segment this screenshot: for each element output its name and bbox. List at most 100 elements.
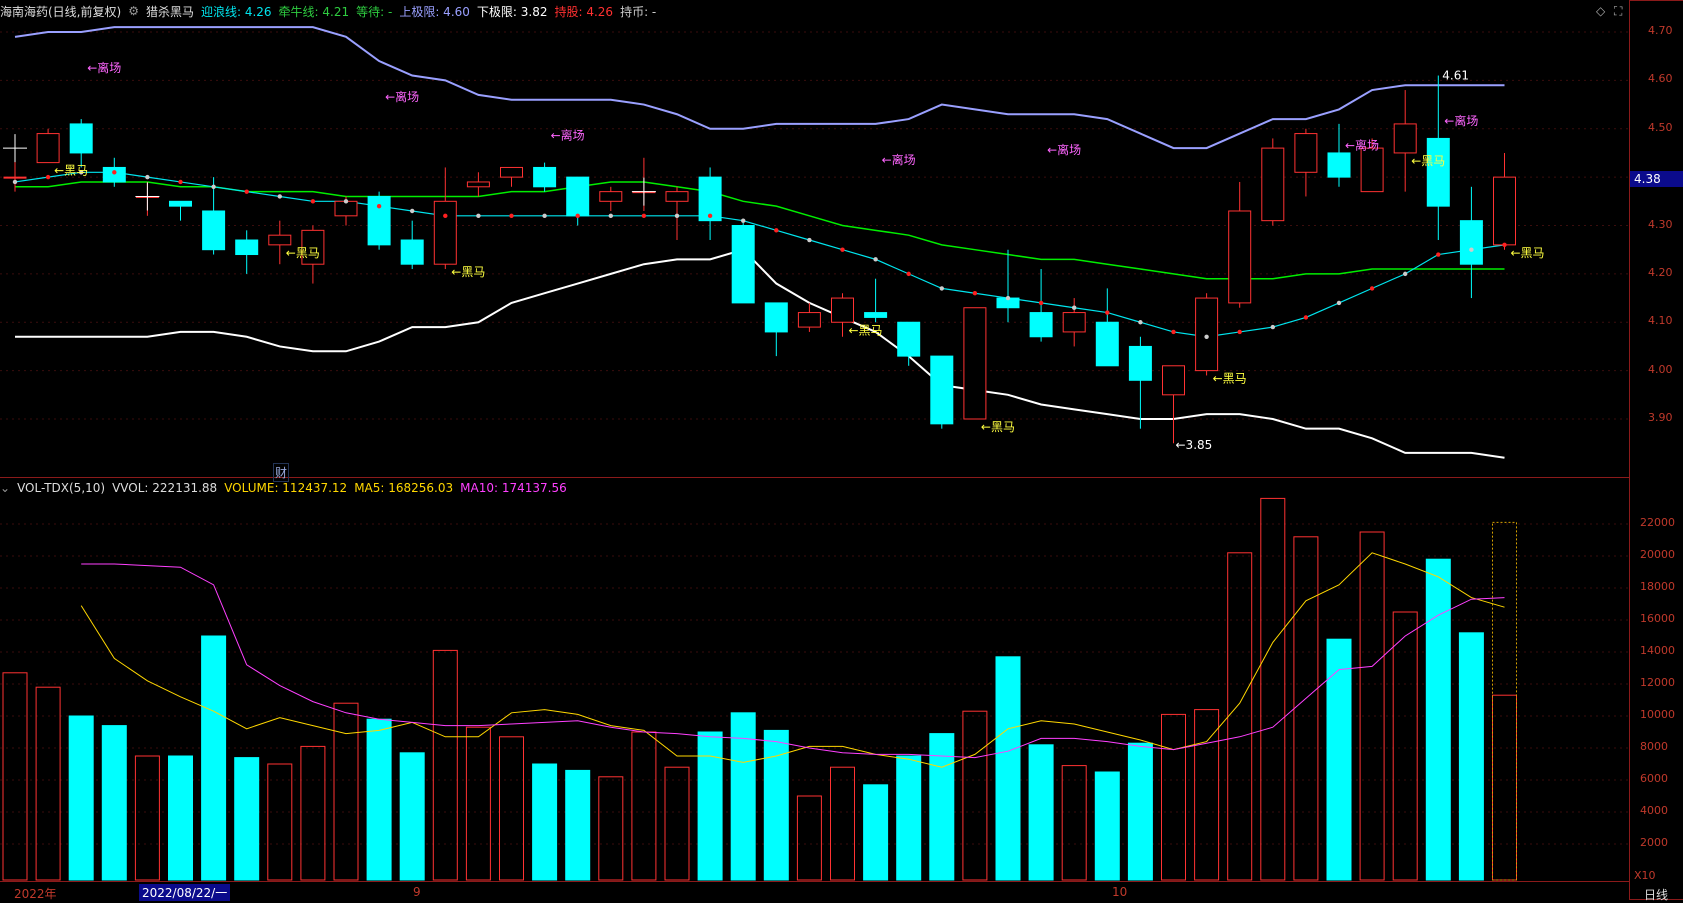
indicator-menu-icon[interactable]: ⚙ xyxy=(128,4,139,18)
volume-bar xyxy=(267,763,293,881)
period-label[interactable]: 日线 xyxy=(1644,888,1669,902)
cyan-line-dot xyxy=(1105,310,1110,315)
volume-bar xyxy=(830,766,855,881)
black-horse-signal: ←黑马 xyxy=(1511,246,1545,260)
volume-bar xyxy=(1492,694,1517,881)
cyan-line-dot xyxy=(1237,329,1242,335)
expand-icon[interactable]: ⛶ xyxy=(1614,4,1623,18)
candle-down xyxy=(367,195,391,246)
exit-signal: ←离场 xyxy=(1444,113,1478,128)
cyan-line-dot xyxy=(1336,300,1342,306)
candle-up xyxy=(1393,123,1417,154)
cyan-line-dot xyxy=(1171,329,1176,335)
volume-bar xyxy=(1392,611,1418,881)
volume-tick-2: 18000 xyxy=(1640,580,1675,593)
volume-bar xyxy=(962,710,988,881)
candle-down xyxy=(69,123,93,154)
x-label-oct: 10 xyxy=(1112,885,1128,899)
candle-up xyxy=(36,133,60,164)
volume-bar xyxy=(1359,531,1385,881)
cyan-line-dot xyxy=(674,213,680,219)
candle-down xyxy=(1128,345,1152,381)
volume-indicator-name[interactable]: VOL-TDX(5,10) xyxy=(17,481,106,495)
cyan-line-dot xyxy=(112,170,117,175)
exit-signal: ←离场 xyxy=(551,128,585,143)
indicator-value-0: 迎浪线: 4.26 xyxy=(200,4,272,19)
black-horse-signal: ←黑马 xyxy=(849,323,883,337)
candle-up xyxy=(665,191,689,202)
candle-up xyxy=(797,312,821,328)
indicator-value-4: 下极限: 3.82 xyxy=(476,4,548,19)
volume-value-0: VVOL: 222131.88 xyxy=(112,481,218,495)
exit-signal: ←离场 xyxy=(385,89,419,104)
lower-band-line xyxy=(15,248,1505,459)
volume-tick-9: 4000 xyxy=(1640,804,1668,817)
price-tick-6: 4.10 xyxy=(1648,314,1673,328)
candle-down xyxy=(731,225,755,304)
volume-bar xyxy=(631,731,657,881)
volume-tick-7: 8000 xyxy=(1640,740,1668,753)
cyan-line-dot xyxy=(1469,247,1474,252)
cyan-line-dot xyxy=(343,199,349,204)
cyan-line-dot xyxy=(939,286,944,291)
price-axis-frame xyxy=(1629,0,1683,900)
volume-bar xyxy=(1161,713,1186,881)
indicator-value-5: 持股: 4.26 xyxy=(554,4,614,19)
black-horse-signal: ←黑马 xyxy=(451,265,485,279)
cyan-line-dot xyxy=(906,271,911,277)
volume-tick-6: 10000 xyxy=(1640,708,1675,721)
black-horse-signal: ←黑马 xyxy=(54,164,88,178)
high-price-label: 4.61 xyxy=(1442,69,1469,83)
cyan-line-dot xyxy=(641,213,647,219)
stock-name[interactable]: 海南海药(日线,前复权) xyxy=(0,4,122,19)
volume-value-2: MA5: 168256.03 xyxy=(354,481,454,495)
cyan-line-dot xyxy=(376,203,382,209)
volume-bar xyxy=(465,726,491,881)
volume-bar xyxy=(333,702,359,881)
volume-bar xyxy=(929,733,955,881)
cyan-line-dot xyxy=(1005,295,1011,301)
volume-ma5-line xyxy=(80,552,1505,768)
cyan-line-dot xyxy=(1270,324,1276,330)
volume-bar xyxy=(1425,558,1451,881)
volume-tick-5: 12000 xyxy=(1640,676,1675,689)
cyan-line-dot xyxy=(410,208,415,214)
cyan-line-dot xyxy=(741,218,746,223)
collapse-icon[interactable]: ⌄ xyxy=(0,481,11,495)
chart-canvas[interactable]: ←黑马 ←黑马 ←黑马 ←黑马 ←黑马 ←黑马 ←黑马 ←黑马 ←离场 ←离场 ←离场 ←离场 ←离场 ←… xyxy=(0,0,1629,882)
cyan-line-dot xyxy=(707,213,713,219)
cyan-line-dot xyxy=(45,174,51,180)
volume-bar xyxy=(1061,765,1087,881)
cyan-line-dot xyxy=(244,189,249,194)
diamond-icon[interactable]: ◇ xyxy=(1596,4,1606,18)
indicator-name[interactable]: 猎杀黑马 xyxy=(145,4,194,19)
finance-mark[interactable]: 财 xyxy=(273,463,290,482)
cyan-line-dot xyxy=(79,170,84,175)
volume-bar xyxy=(1458,632,1484,881)
volume-bar xyxy=(499,736,524,881)
exit-signal: ←离场 xyxy=(882,152,916,167)
candle-up xyxy=(301,229,325,265)
price-tick-5: 4.20 xyxy=(1648,265,1673,279)
volume-bar xyxy=(201,635,227,881)
volume-bar xyxy=(995,656,1021,881)
volume-bar xyxy=(134,755,160,881)
candle-up xyxy=(1162,365,1185,396)
volume-tick-3: 16000 xyxy=(1640,612,1675,625)
indicator-value-1: 牵牛线: 4.21 xyxy=(278,4,350,19)
volume-bar xyxy=(763,729,789,881)
cyan-line-dot xyxy=(509,213,514,219)
volume-bar xyxy=(1260,497,1286,881)
volume-chart-header: ⌄ VOL-TDX(5,10) VVOL: 222131.88 VOLUME: 1… xyxy=(0,477,581,499)
price-tick-2: 4.50 xyxy=(1648,120,1673,134)
volume-value-3: MA10: 174137.56 xyxy=(460,481,567,495)
candle-up xyxy=(1195,297,1219,372)
indicator-value-6: 持币: - xyxy=(620,4,657,19)
cyan-line-dot xyxy=(310,199,316,204)
volume-bar xyxy=(2,672,28,881)
volume-tick-1: 20000 xyxy=(1640,548,1675,561)
multiplier-label: X10 xyxy=(1634,869,1656,882)
cyan-line-dot xyxy=(1502,242,1507,248)
volume-bar xyxy=(1127,742,1153,881)
volume-bar xyxy=(1194,709,1220,881)
